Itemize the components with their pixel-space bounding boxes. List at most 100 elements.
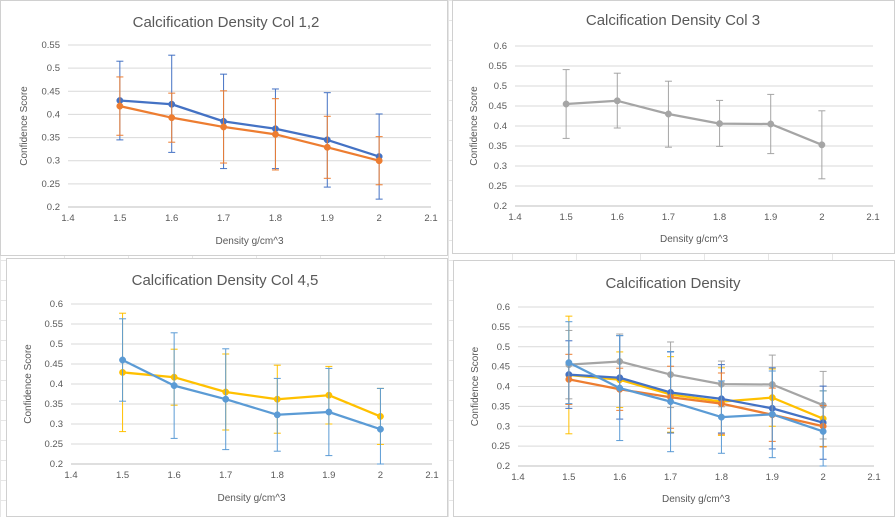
x-axis-label: Density g/cm^3 [660,234,728,245]
data-point [716,120,724,128]
x-tick-label: 1.4 [508,212,521,223]
y-tick-label: 0.45 [492,362,511,373]
y-tick-label: 0.6 [494,41,507,52]
x-tick-label: 1.7 [664,472,677,483]
chart-title: Calcification Density Col 4,5 [132,272,319,289]
chart-combined-svg: Calcification Density 0.2 0.25 0.3 0.35 0.4 0.… [470,275,881,505]
y-tick-label: 0.4 [497,382,510,393]
x-tick-label: 2.1 [866,212,879,223]
chart-combined[interactable]: Calcification Density 0.2 0.25 0.3 0.35 0.4 0.… [453,260,895,517]
y-tick-label: 0.2 [47,202,60,213]
y-tick-label: 0.35 [45,399,64,410]
series-2 [116,76,383,186]
y-tick-label: 0.25 [489,181,508,192]
y-tick-label: 0.4 [50,379,63,390]
x-axis-label: Density g/cm^3 [662,494,730,505]
series-line [119,104,380,162]
x-tick-label: 1.5 [113,213,126,224]
data-point [768,410,776,418]
data-point [376,425,384,433]
series-line [122,358,381,431]
x-tick-label: 1.6 [611,212,624,223]
data-point [116,102,124,110]
y-tick-label: 0.35 [42,133,61,144]
x-tick-label: 1.4 [64,470,77,481]
data-point [565,359,573,367]
x-tick-label: 1.8 [269,213,282,224]
x-tick-label: 1.5 [116,470,129,481]
x-tick-label: 1.8 [715,472,728,483]
chart-title: Calcification Density [605,275,741,292]
y-tick-label: 0.2 [50,459,63,470]
x-tick-label: 1.4 [61,213,74,224]
chart-col-3-svg: Calcification Density Col 3 0.2 0.25 0.3 0.3… [469,12,880,245]
chart-col-1-2-svg: Calcification Density Col 1,2 0.2 0.25 0.3 0… [19,14,438,247]
y-tick-label: 0.35 [492,401,511,412]
x-tick-label: 2 [376,213,381,224]
series-line [568,360,824,407]
data-point [119,356,127,364]
chart-col-1-2[interactable]: Calcification Density Col 1,2 0.2 0.25 0.3 0… [0,0,448,256]
y-axis-label: Confidence Score [470,346,481,426]
x-tick-label: 2.1 [424,213,437,224]
series-line [122,371,381,418]
series-1 [562,69,826,180]
x-tick-label: 1.8 [713,212,726,223]
chart-title: Calcification Density Col 3 [586,12,760,29]
series-line [568,361,824,433]
y-tick-label: 0.2 [497,461,510,472]
data-point [222,395,230,403]
x-tick-label: 2.1 [425,470,438,481]
y-tick-label: 0.3 [497,421,510,432]
x-tick-label: 2 [820,472,825,483]
data-point [168,114,176,122]
data-point [271,130,279,138]
chart-col-4-5-svg: Calcification Density Col 4,5 0.2 0.25 0.3 0… [23,272,439,504]
data-point [667,398,675,406]
y-tick-label: 0.35 [489,141,508,152]
data-point [220,123,228,131]
y-tick-label: 0.5 [494,81,507,92]
y-tick-label: 0.6 [497,302,510,313]
series-line [119,99,380,158]
y-tick-label: 0.3 [47,156,60,167]
data-point [616,384,624,392]
y-tick-label: 0.25 [492,441,511,452]
data-point [325,408,333,416]
series-1 [116,54,383,200]
chart-col-4-5[interactable]: Calcification Density Col 4,5 0.2 0.25 0.3 0… [6,258,448,517]
x-tick-label: 1.6 [168,470,181,481]
series-5 [565,321,827,467]
y-tick-label: 0.3 [494,161,507,172]
x-tick-label: 1.4 [511,472,524,483]
series-4 [565,353,827,448]
y-tick-label: 0.55 [42,40,61,51]
y-tick-label: 0.45 [489,101,508,112]
data-point [664,110,672,118]
data-point [562,100,570,108]
x-tick-label: 2 [378,470,383,481]
data-point [273,411,281,419]
data-point [767,120,775,128]
x-tick-label: 1.5 [562,472,575,483]
x-tick-label: 1.6 [613,472,626,483]
y-tick-label: 0.5 [50,339,63,350]
y-tick-label: 0.55 [489,61,508,72]
x-tick-label: 1.7 [662,212,675,223]
x-tick-label: 1.5 [560,212,573,223]
y-tick-label: 0.2 [494,201,507,212]
x-tick-label: 1.9 [321,213,334,224]
y-axis-label: Confidence Score [19,86,30,166]
y-tick-label: 0.45 [45,359,64,370]
x-axis-label: Density g/cm^3 [217,493,285,504]
data-point [613,97,621,105]
y-tick-label: 0.25 [45,439,64,450]
x-tick-label: 1.9 [764,212,777,223]
y-tick-label: 0.5 [497,342,510,353]
y-tick-label: 0.4 [494,121,507,132]
y-axis-label: Confidence Score [23,344,34,424]
y-tick-label: 0.55 [45,319,64,330]
y-tick-label: 0.5 [47,63,60,74]
data-point [819,427,827,435]
chart-col-3[interactable]: Calcification Density Col 3 0.2 0.25 0.3 0.3… [452,0,895,254]
